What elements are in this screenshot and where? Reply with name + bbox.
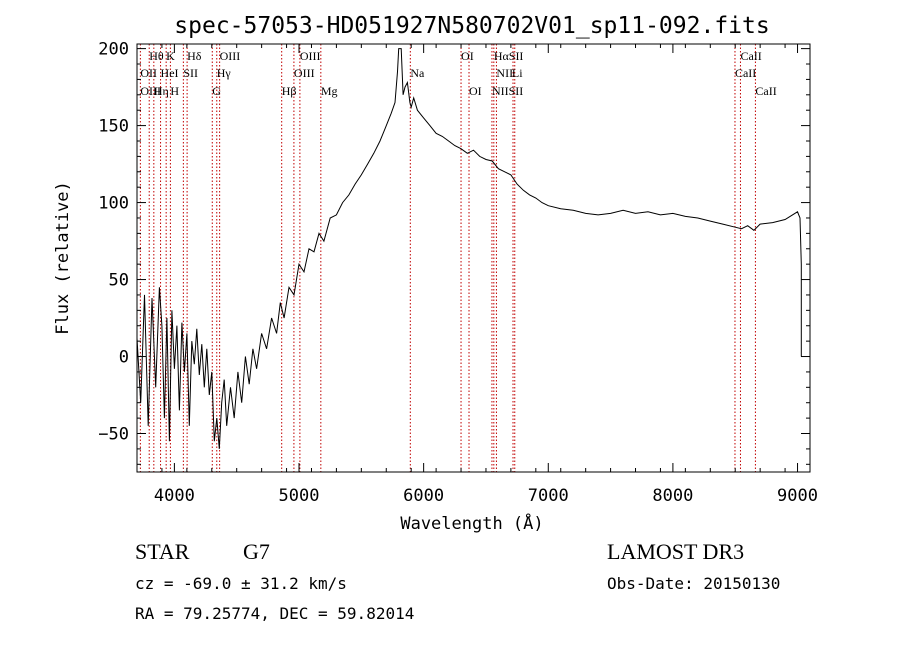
spectral-line-label: SII [183, 66, 198, 80]
spectral-line-label: Hη [154, 84, 169, 98]
spectral-line-label: OIII [140, 84, 161, 98]
spectral-line-label: OIII [300, 49, 321, 63]
object-class: STAR [135, 539, 190, 564]
spectral-line-markers [139, 44, 756, 472]
x-axis-label: Wavelength (Å) [400, 512, 543, 534]
spectral-line-label: G [212, 84, 221, 98]
spectral-line-label: Hδ [187, 49, 202, 63]
spectral-line-label: NIISII [492, 84, 523, 98]
spectral-line-label: K [166, 49, 175, 63]
spectral-line-label: OI [469, 84, 482, 98]
y-tick-label: 150 [98, 117, 129, 137]
survey-name: LAMOST DR3 [607, 539, 744, 564]
spectral-line-label: Na [410, 66, 425, 80]
spectral-line-label: CaII [755, 84, 776, 98]
spectral-line-label: Li [512, 66, 523, 80]
spectral-line-label: HαSII [494, 49, 524, 63]
spectral-line-label: CaII [740, 49, 761, 63]
spectral-line-label: H [170, 84, 179, 98]
chart-title: spec-57053-HD051927N580702V01_sp11-092.f… [174, 13, 769, 39]
plot-frame [136, 43, 811, 473]
x-tick-label: 7000 [528, 486, 569, 506]
spectral-line-label: OII [140, 66, 157, 80]
spectral-line-label: OIII [294, 66, 315, 80]
coordinates: RA = 79.25774, DEC = 59.82014 [135, 604, 414, 623]
spectral-line-label: OIII [220, 49, 241, 63]
spectral-line-label: Hγ [217, 66, 232, 80]
spectrum-series-line [137, 48, 802, 449]
y-axis-ticks: −50 0 50 100 150 200 [98, 40, 810, 465]
y-tick-label: 0 [119, 348, 129, 368]
spectral-line-label: OI [461, 49, 474, 63]
spectral-line-label: HeI [161, 66, 179, 80]
x-tick-label: 8000 [652, 486, 693, 506]
y-tick-label: −50 [98, 425, 129, 445]
y-tick-label: 50 [109, 271, 129, 291]
x-tick-label: 6000 [403, 486, 444, 506]
y-tick-label: 100 [98, 194, 129, 214]
x-tick-label: 4000 [154, 486, 195, 506]
spectral-line-label: NII [496, 66, 513, 80]
x-tick-label: 9000 [777, 486, 818, 506]
spectral-line-label: CaII [735, 66, 756, 80]
x-tick-label: 5000 [279, 486, 320, 506]
obs-date: Obs-Date: 20150130 [607, 574, 780, 593]
y-axis-label: Flux (relative) [53, 181, 73, 335]
object-subclass: G7 [243, 539, 270, 564]
y-tick-label: 200 [98, 40, 129, 60]
spectral-line-label: Mg [321, 84, 338, 98]
spectral-line-label: Hθ [149, 49, 164, 63]
redshift-readout: cz = -69.0 ± 31.2 km/s [135, 574, 347, 593]
spectral-line-labels: Hθ K Hδ OIII OIII OI HαSII CaII OII HeI SII Hγ OIII N… [140, 49, 776, 98]
x-axis-ticks: 4000 5000 6000 7000 8000 9000 [136, 44, 818, 506]
spectral-line-label: Hβ [282, 84, 297, 98]
